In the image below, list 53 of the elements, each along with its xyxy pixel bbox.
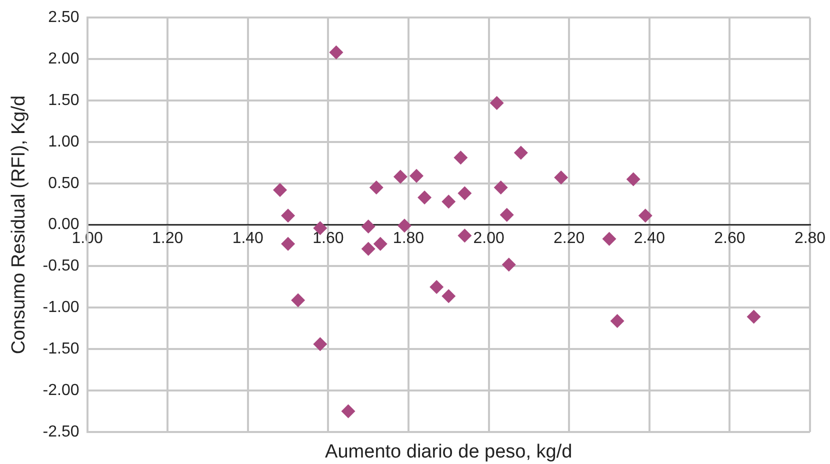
x-tick-label: 1.60	[312, 230, 344, 247]
point	[329, 45, 344, 60]
point	[458, 228, 472, 243]
point	[442, 289, 456, 304]
point	[610, 314, 624, 328]
y-tick-label: -1.00	[42, 299, 80, 316]
point	[418, 190, 432, 204]
point	[272, 182, 287, 197]
y-tick-label: 2.00	[48, 50, 80, 68]
y-tick-label: 1.50	[48, 92, 80, 109]
point	[361, 219, 376, 234]
point	[373, 236, 388, 251]
y-axis-title: Consumo Residual (RFI), Kg/d	[8, 95, 30, 354]
x-tick-label: 2.20	[554, 230, 585, 247]
point	[602, 232, 616, 246]
point	[281, 236, 296, 251]
point	[638, 208, 652, 223]
x-tick-label: 1.40	[232, 230, 264, 247]
point	[494, 180, 508, 195]
point	[554, 170, 568, 185]
x-tick-label: 2.60	[714, 230, 746, 247]
point	[746, 310, 761, 324]
y-tick-label: 0.00	[48, 216, 80, 234]
point	[502, 258, 516, 272]
point	[626, 172, 640, 186]
y-tick-label: -2.00	[42, 382, 80, 399]
point	[291, 293, 306, 308]
point	[369, 180, 384, 195]
x-tick-label: 2.00	[473, 230, 504, 247]
point	[458, 186, 472, 200]
point	[410, 168, 424, 183]
x-axis-title: Aumento diario de peso, kg/d	[325, 442, 572, 463]
point	[430, 280, 444, 294]
point	[514, 146, 528, 160]
y-tick-label: 0.50	[48, 174, 80, 192]
point	[454, 150, 468, 165]
y-tick-label: -0.50	[42, 258, 80, 275]
x-tick-label: 2.40	[634, 230, 666, 247]
point	[361, 242, 376, 256]
y-tick-label: -1.50	[42, 340, 80, 358]
point	[281, 208, 296, 223]
point	[393, 170, 408, 184]
y-tick-label: -2.50	[42, 423, 80, 440]
x-tick-label: 1.80	[392, 230, 424, 247]
y-tick-label: 1.00	[48, 133, 80, 150]
y-tick-label: 2.50	[48, 9, 80, 26]
point	[313, 337, 328, 352]
x-tick-label: 2.80	[794, 230, 826, 247]
point	[341, 404, 356, 418]
x-tick-label: 1.20	[152, 230, 184, 247]
point	[442, 194, 456, 209]
point	[500, 208, 514, 222]
point	[490, 96, 504, 110]
